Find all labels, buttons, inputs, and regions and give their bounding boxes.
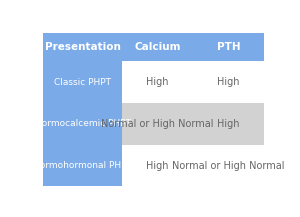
Text: Normocalcemic PHPT: Normocalcemic PHPT [34, 119, 130, 128]
Bar [43, 145, 122, 186]
Bar [122, 145, 264, 186]
Text: Presentation: Presentation [45, 42, 121, 52]
Bar [122, 61, 264, 103]
Text: Normal or High Normal: Normal or High Normal [172, 161, 285, 171]
Text: High: High [146, 161, 169, 171]
Text: Calcium: Calcium [134, 42, 181, 52]
Text: Normal or High Normal: Normal or High Normal [101, 119, 214, 129]
Bar [43, 61, 122, 103]
Text: High: High [146, 77, 169, 87]
Bar [122, 103, 264, 145]
Text: High: High [217, 119, 240, 129]
Text: Classic PHPT: Classic PHPT [54, 77, 111, 87]
Bar [43, 103, 122, 145]
Text: Normohormonal PHPT: Normohormonal PHPT [33, 161, 132, 170]
Text: PTH: PTH [217, 42, 240, 52]
Bar [43, 33, 264, 61]
Text: High: High [217, 77, 240, 87]
